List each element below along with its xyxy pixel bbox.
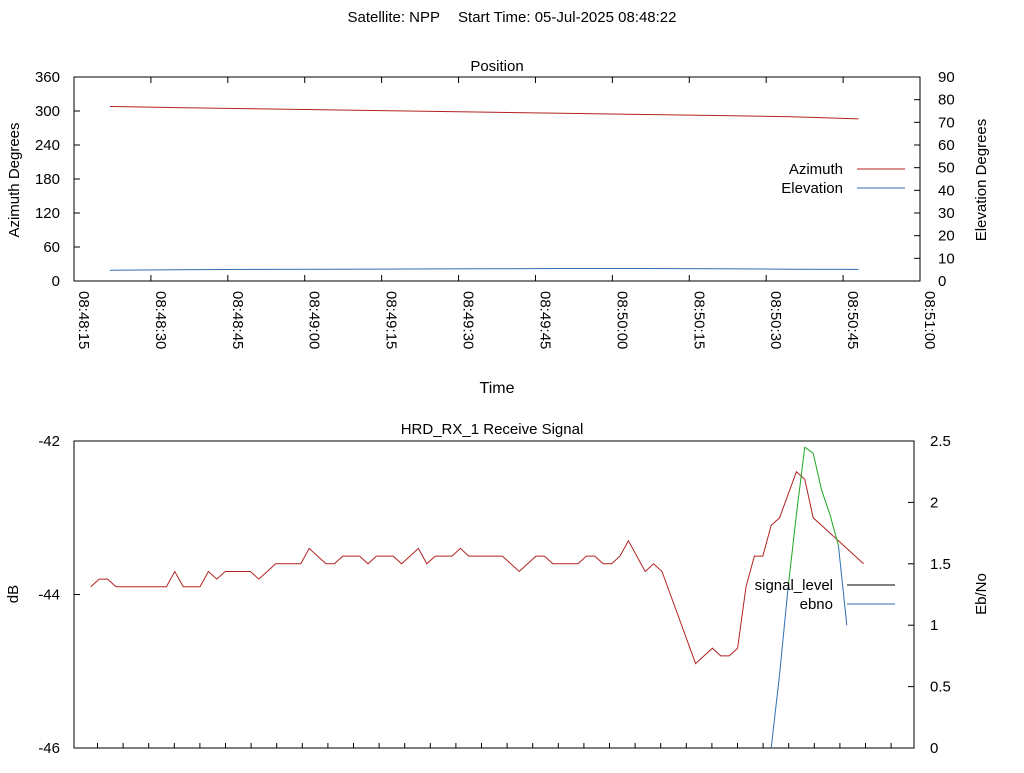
position-y2-tick-label: 30 xyxy=(938,205,955,222)
position-y2-tick-label: 50 xyxy=(938,160,955,177)
position-x-tick-label: 08:49:45 xyxy=(536,291,553,349)
signal-series xyxy=(90,446,864,749)
position-x-axis-label: Time xyxy=(480,380,515,397)
signal-y2-ticks: 0 0.5 1 1.5 2 2.5 xyxy=(908,433,951,757)
series-line-elevation xyxy=(109,268,859,271)
series-line-signal-level xyxy=(90,470,864,665)
signal-y2-tick-label: 2.5 xyxy=(930,433,951,450)
satellite-label: Satellite: NPP xyxy=(347,9,440,26)
position-y2-tick-label: 10 xyxy=(938,250,955,267)
signal-y2-tick-label: 1.5 xyxy=(930,556,951,573)
position-y-tick-label: 0 xyxy=(52,273,60,290)
series-segment-ebno xyxy=(821,489,831,515)
legend-ebno-label: ebno xyxy=(800,596,833,613)
position-x-tick-label: 08:48:30 xyxy=(152,291,169,349)
position-x-tick-label: 08:50:15 xyxy=(690,291,707,349)
position-y-ticks: 0 60 120 180 240 300 360 xyxy=(35,69,80,290)
position-y-tick-label: 120 xyxy=(35,205,60,222)
signal-y-axis-label: dB xyxy=(5,585,22,603)
position-x-tick-label: 08:51:00 xyxy=(921,291,938,349)
position-x-tick-label: 08:49:00 xyxy=(306,291,323,349)
position-y2-ticks: 0 10 20 30 40 50 60 70 80 90 xyxy=(914,69,955,290)
series-segment-ebno xyxy=(779,588,789,675)
position-x-tick-label: 08:50:30 xyxy=(767,291,784,349)
position-y-tick-label: 360 xyxy=(35,69,60,86)
series-segment-ebno xyxy=(770,674,781,749)
series-segment-ebno xyxy=(829,514,839,546)
position-chart-title: Position xyxy=(470,58,523,75)
signal-y2-tick-label: 0.5 xyxy=(930,679,951,696)
position-series xyxy=(109,106,859,271)
position-y2-tick-label: 60 xyxy=(938,137,955,154)
position-x-tick-label: 08:48:15 xyxy=(75,291,92,349)
position-y2-tick-label: 20 xyxy=(938,228,955,245)
position-x-ticks: 08:48:15 08:48:30 08:48:45 08:49:00 08:49:15… xyxy=(73,77,938,349)
position-y2-tick-label: 70 xyxy=(938,114,955,131)
start-time-label: Start Time: 05-Jul-2025 08:48:22 xyxy=(458,9,676,26)
signal-y2-tick-label: 1 xyxy=(930,617,938,634)
header-title: Satellite: NPP Start Time: 05-Jul-2025 08… xyxy=(347,9,676,26)
position-y-axis-label: Azimuth Degrees xyxy=(6,122,23,237)
position-x-tick-label: 08:48:45 xyxy=(229,291,246,349)
series-segment-ebno xyxy=(795,447,806,515)
signal-chart-title: HRD_RX_1 Receive Signal xyxy=(401,421,584,438)
series-line-azimuth xyxy=(109,106,859,120)
signal-x-ticks xyxy=(97,743,892,748)
signal-y-tick-label: -46 xyxy=(38,740,60,757)
position-y2-tick-label: 0 xyxy=(938,273,946,290)
position-chart: Position 0 60 120 180 240 300 360 0 10 20 30 40 50 6… xyxy=(6,58,990,397)
position-y-tick-label: 60 xyxy=(43,239,60,256)
legend-azimuth-label: Azimuth xyxy=(789,161,843,178)
signal-y2-tick-label: 0 xyxy=(930,740,938,757)
position-y-tick-label: 240 xyxy=(35,137,60,154)
signal-plot-border xyxy=(73,440,915,749)
signal-y2-tick-label: 2 xyxy=(930,494,938,511)
position-y2-tick-label: 80 xyxy=(938,92,955,109)
signal-y-tick-label: -44 xyxy=(38,587,60,604)
signal-y-tick-label: -42 xyxy=(38,433,60,450)
series-segment-ebno xyxy=(812,453,823,491)
series-segment-ebno xyxy=(837,545,848,626)
position-x-tick-label: 08:49:15 xyxy=(383,291,400,349)
position-y-tick-label: 300 xyxy=(35,103,60,120)
signal-y2-axis-label: Eb/No xyxy=(973,573,990,615)
position-y2-tick-label: 90 xyxy=(938,69,955,86)
position-x-tick-label: 08:50:00 xyxy=(613,291,630,349)
series-segment-ebno xyxy=(787,514,797,589)
signal-legend: signal_level ebno xyxy=(755,577,895,613)
position-legend: Azimuth Elevation xyxy=(781,161,905,197)
position-x-tick-label: 08:49:30 xyxy=(460,291,477,349)
legend-elevation-label: Elevation xyxy=(781,180,843,197)
position-y2-tick-label: 40 xyxy=(938,182,955,199)
legend-signal-level-label: signal_level xyxy=(755,577,833,594)
signal-chart: HRD_RX_1 Receive Signal -42 -44 -46 0 0.5 1 1… xyxy=(5,421,990,757)
signal-y-ticks: -42 -44 -46 xyxy=(38,433,80,757)
position-y2-axis-label: Elevation Degrees xyxy=(973,119,990,242)
series-segment-ebno xyxy=(804,446,814,454)
position-x-tick-label: 08:50:45 xyxy=(844,291,861,349)
position-y-tick-label: 180 xyxy=(35,171,60,188)
